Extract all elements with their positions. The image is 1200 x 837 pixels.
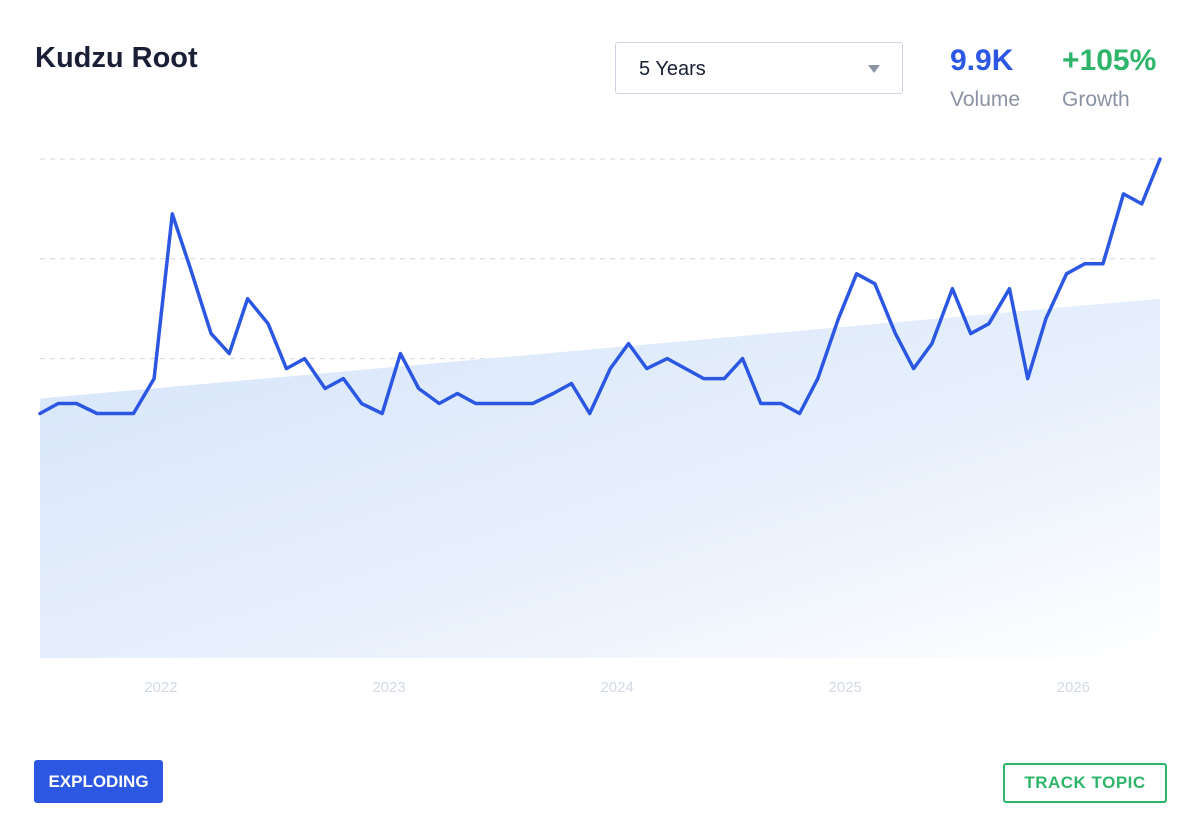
- trend-chart: 2022 2023 2024 2025 2026: [38, 157, 1162, 696]
- chevron-down-icon: [868, 65, 880, 73]
- trend-area: [40, 298, 1160, 658]
- status-badge: EXPLODING: [34, 760, 163, 803]
- x-tick-label: 2025: [829, 679, 862, 696]
- volume-label: Volume: [950, 88, 1021, 111]
- growth-label: Growth: [1062, 88, 1130, 111]
- x-tick-label: 2023: [372, 679, 405, 696]
- series-line: [38, 157, 1162, 416]
- period-select[interactable]: 5 Years: [615, 42, 903, 94]
- page-title: Kudzu Root: [35, 42, 198, 74]
- growth-stat: +105% Growth: [1062, 44, 1156, 112]
- x-tick-label: 2022: [144, 679, 177, 696]
- x-tick-label: 2024: [600, 679, 633, 696]
- growth-value: +105%: [1062, 44, 1157, 77]
- track-topic-button[interactable]: TRACK TOPIC: [1003, 763, 1167, 803]
- period-select-value: 5 Years: [639, 58, 706, 80]
- volume-stat: 9.9K Volume: [950, 44, 1020, 112]
- volume-value: 9.9K: [950, 44, 1014, 77]
- x-tick-label: 2026: [1057, 679, 1090, 696]
